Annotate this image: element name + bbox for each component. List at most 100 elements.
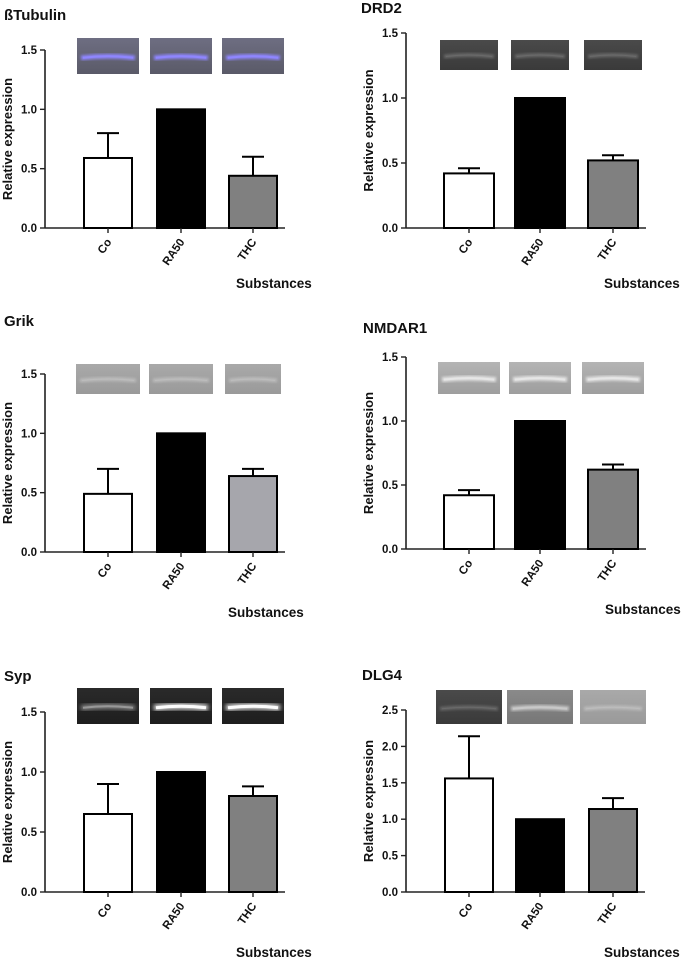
y-tick-label: 1.5 — [21, 369, 38, 381]
x-tick-label: THC — [596, 558, 619, 584]
chart-title: Grik — [4, 313, 35, 330]
western-blot-image — [76, 364, 140, 394]
x-tick-label: Co — [96, 901, 115, 920]
western-blot-image — [150, 688, 212, 724]
y-axis-label: Relative expression — [0, 402, 15, 524]
y-tick-label: 1.5 — [21, 45, 38, 57]
y-tick-label: 0.0 — [21, 223, 37, 235]
bar-thc — [228, 795, 278, 893]
bar-co — [443, 172, 495, 229]
bar-co — [83, 813, 133, 893]
x-tick-label: Co — [457, 901, 476, 920]
x-tick-label: RA50 — [161, 237, 188, 268]
western-blot-image — [507, 690, 573, 724]
bar-thc — [228, 174, 278, 229]
chart-panel: Grik 0.0 0.5 1.0 1.5 Relative expression Co RA5… — [0, 313, 304, 620]
bar-thc — [228, 475, 278, 554]
x-tick-label: THC — [596, 237, 619, 263]
western-blot-image — [438, 362, 500, 394]
y-axis-label: Relative expression — [361, 392, 376, 514]
x-axis-label: Substances — [604, 276, 680, 291]
chart-panel: ßTubulin 0.0 0.5 1.0 1.5 Relative expression C… — [0, 7, 312, 291]
chart-panel: DRD2 0.0 0.5 1.0 1.5 Relative expression Co RA5… — [361, 0, 680, 291]
western-blot-image — [511, 40, 569, 70]
western-blot-image — [77, 38, 139, 74]
chart-title: NMDAR1 — [363, 320, 427, 337]
blot-band-core — [516, 54, 564, 57]
western-blot-image — [509, 362, 571, 394]
y-tick-label: 0.0 — [21, 887, 37, 899]
y-tick-label: 0.5 — [21, 488, 38, 500]
y-tick-label: 1.0 — [21, 767, 37, 779]
western-blot-image — [225, 364, 281, 394]
blot-band-core — [443, 377, 495, 381]
x-tick-label: RA50 — [161, 561, 188, 592]
y-tick-label: 0.5 — [382, 480, 399, 492]
y-tick-label: 1.0 — [21, 428, 37, 440]
bar-ra50 — [514, 420, 566, 550]
western-blot-image — [440, 40, 498, 70]
blot-band-core — [155, 55, 207, 59]
western-blot-image — [77, 688, 139, 724]
y-tick-label: 1.5 — [382, 28, 399, 40]
bar-thc — [587, 468, 639, 551]
y-tick-label: 0.0 — [21, 547, 37, 559]
blot-band-core — [154, 378, 208, 381]
x-tick-label: RA50 — [520, 237, 547, 268]
x-tick-label: Co — [96, 237, 115, 256]
y-tick-label: 1.0 — [382, 416, 398, 428]
bar-ra50 — [156, 432, 206, 554]
bar-co — [443, 494, 495, 550]
western-blot-image — [584, 40, 642, 70]
x-axis-label: Substances — [605, 602, 681, 617]
y-tick-label: 1.5 — [21, 707, 38, 719]
x-tick-label: THC — [236, 561, 259, 587]
bar-ra50 — [156, 771, 206, 893]
bar-co — [83, 156, 133, 229]
chart-title: ßTubulin — [4, 7, 66, 24]
blot-band-core — [445, 54, 493, 57]
blot-band-core — [514, 377, 566, 381]
x-axis-label: Substances — [228, 605, 304, 620]
chart-panel: Syp 0.0 0.5 1.0 1.5 Relative expression Co RA50… — [0, 668, 312, 960]
blot-band-core — [587, 377, 639, 381]
y-tick-label: 1.0 — [382, 814, 398, 826]
bar-co — [444, 777, 494, 894]
x-tick-label: THC — [236, 901, 259, 927]
blot-band-core — [82, 705, 134, 709]
y-axis-label: Relative expression — [0, 78, 15, 200]
y-tick-label: 0.5 — [382, 158, 399, 170]
chart-title: Syp — [4, 668, 32, 685]
x-tick-label: Co — [96, 561, 115, 580]
blot-band-core — [441, 706, 497, 710]
y-tick-label: 0.0 — [382, 223, 398, 235]
blot-band-core — [230, 378, 276, 381]
x-tick-label: RA50 — [520, 558, 547, 589]
y-tick-label: 1.5 — [382, 778, 399, 790]
western-blot-image — [222, 38, 284, 74]
western-blot-image — [149, 364, 213, 394]
y-tick-label: 0.5 — [382, 851, 399, 863]
blot-band-core — [82, 55, 134, 59]
chart-title: DLG4 — [362, 667, 403, 684]
x-tick-label: THC — [236, 237, 259, 263]
x-tick-label: RA50 — [520, 901, 547, 932]
x-tick-label: Co — [457, 558, 476, 577]
western-blot-image — [222, 688, 284, 724]
bar-ra50 — [514, 97, 566, 229]
western-blot-image — [150, 38, 212, 74]
y-tick-label: 2.5 — [382, 705, 399, 717]
bar-ra50 — [156, 108, 206, 229]
y-tick-label: 0.0 — [382, 887, 398, 899]
western-blot-image — [436, 690, 502, 724]
western-blot-image — [580, 690, 646, 724]
x-axis-label: Substances — [236, 945, 312, 960]
x-tick-label: THC — [596, 901, 619, 927]
blot-band-core — [589, 54, 637, 57]
y-tick-label: 0.5 — [21, 164, 38, 176]
blot-band-core — [585, 706, 641, 710]
blot-band-core — [155, 704, 207, 710]
bar-thc — [588, 808, 638, 893]
x-tick-label: RA50 — [161, 901, 188, 932]
